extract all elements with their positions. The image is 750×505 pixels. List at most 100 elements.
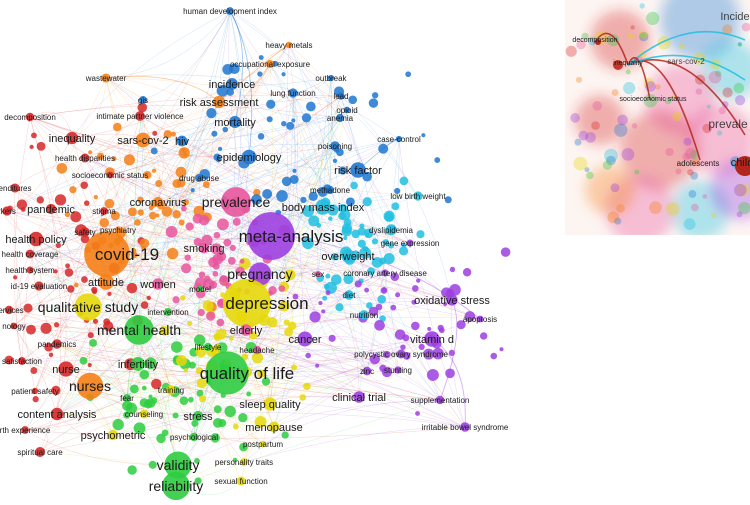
keyword-label[interactable]: safety: [74, 228, 95, 237]
keyword-label[interactable]: risk assessment: [180, 97, 259, 109]
keyword-label[interactable]: prevalence: [202, 194, 271, 210]
keyword-node[interactable]: [34, 281, 44, 291]
keyword-node[interactable]: [164, 451, 192, 479]
keyword-node[interactable]: [314, 270, 322, 278]
keyword-label[interactable]: methadone: [310, 186, 351, 195]
keyword-label[interactable]: sex: [312, 270, 324, 279]
keyword-node[interactable]: [240, 324, 252, 336]
keyword-node[interactable]: [28, 231, 44, 247]
keyword-label[interactable]: lung function: [270, 89, 315, 98]
keyword-label[interactable]: counseling: [125, 410, 163, 419]
keyword-node[interactable]: [80, 227, 90, 237]
keyword-node[interactable]: [192, 410, 204, 422]
keyword-label[interactable]: human development index: [183, 7, 277, 16]
keyword-label[interactable]: gis: [138, 96, 148, 105]
keyword-node[interactable]: [228, 115, 242, 129]
keyword-node[interactable]: [45, 203, 57, 215]
keyword-node[interactable]: [198, 242, 210, 254]
keyword-label[interactable]: drug abuse: [179, 174, 220, 183]
keyword-label[interactable]: overweight: [321, 251, 374, 263]
keyword-label[interactable]: covid-19: [95, 245, 159, 264]
keyword-label[interactable]: intimate partner violence: [96, 112, 184, 121]
keyword-node[interactable]: [203, 342, 213, 352]
keyword-node[interactable]: [65, 131, 79, 145]
keyword-label[interactable]: lifestyle: [195, 343, 222, 352]
keyword-node[interactable]: [413, 191, 423, 201]
keyword-label[interactable]: clinical trial: [332, 392, 386, 404]
keyword-label[interactable]: model: [189, 285, 211, 294]
keyword-node[interactable]: [152, 278, 164, 290]
keyword-label[interactable]: sexual function: [214, 477, 267, 486]
keyword-node[interactable]: [163, 307, 173, 317]
keyword-node[interactable]: [394, 366, 402, 374]
keyword-node[interactable]: [337, 92, 345, 100]
keyword-label[interactable]: quality of life: [200, 364, 295, 383]
keyword-node[interactable]: [25, 112, 35, 122]
keyword-node[interactable]: [52, 339, 62, 349]
keyword-node[interactable]: [268, 421, 280, 433]
keyword-node[interactable]: [84, 231, 130, 277]
keyword-node[interactable]: [335, 113, 345, 123]
keyword-node[interactable]: [221, 187, 251, 217]
keyword-label[interactable]: hiv: [175, 136, 190, 148]
keyword-node[interactable]: [135, 132, 151, 148]
keyword-label[interactable]: health coverage: [2, 250, 59, 259]
keyword-label[interactable]: cancer: [288, 334, 321, 346]
keyword-label[interactable]: attitude: [88, 277, 124, 289]
keyword-label[interactable]: pandemic: [27, 204, 75, 216]
keyword-label[interactable]: intervention: [147, 308, 188, 317]
keyword-node[interactable]: [166, 385, 176, 395]
keyword-label[interactable]: qualitative study: [38, 299, 138, 315]
keyword-node[interactable]: [259, 440, 267, 448]
keyword-node[interactable]: [435, 395, 445, 405]
keyword-node[interactable]: [341, 249, 355, 263]
keyword-label[interactable]: spiritual care: [17, 448, 63, 457]
keyword-label[interactable]: inequality: [49, 133, 96, 145]
keyword-label[interactable]: opioid: [336, 106, 357, 115]
keyword-node[interactable]: [240, 458, 248, 466]
keyword-label[interactable]: depression: [225, 294, 308, 313]
keyword-node[interactable]: [344, 290, 354, 300]
keyword-node[interactable]: [315, 199, 331, 215]
keyword-node[interactable]: [424, 331, 440, 347]
keyword-label[interactable]: enditures: [0, 184, 31, 193]
keyword-node[interactable]: [325, 185, 335, 195]
keyword-label[interactable]: coronavirus: [130, 197, 187, 209]
keyword-label[interactable]: lead: [333, 92, 348, 101]
keyword-label[interactable]: postpartum: [243, 440, 283, 449]
keyword-label[interactable]: diet: [343, 291, 357, 300]
keyword-label[interactable]: body mass index: [282, 202, 365, 214]
keyword-node[interactable]: [350, 162, 366, 178]
keyword-label[interactable]: heavy metals: [265, 41, 312, 50]
keyword-label[interactable]: incidence: [209, 79, 255, 91]
keyword-node[interactable]: [381, 269, 389, 277]
keyword-label[interactable]: epidemiology: [217, 152, 282, 164]
keyword-node[interactable]: [176, 135, 188, 147]
keyword-label[interactable]: health disparities: [55, 154, 115, 163]
keyword-node[interactable]: [343, 106, 351, 114]
keyword-label[interactable]: zinc: [360, 367, 374, 376]
keyword-label[interactable]: coronary artery disease: [343, 269, 427, 278]
keyword-label[interactable]: personality traits: [215, 458, 273, 467]
keyword-label[interactable]: elderly: [230, 325, 263, 337]
keyword-label[interactable]: health policy: [5, 234, 67, 246]
keyword-node[interactable]: [460, 422, 470, 432]
keyword-node[interactable]: [124, 315, 154, 345]
keyword-node[interactable]: [4, 305, 14, 315]
keyword-node[interactable]: [212, 95, 226, 109]
keyword-node[interactable]: [241, 149, 257, 165]
keyword-label[interactable]: rkers: [0, 207, 16, 216]
keyword-node[interactable]: [359, 310, 369, 320]
keyword-node[interactable]: [107, 429, 119, 441]
keyword-label[interactable]: infertility: [118, 359, 159, 371]
keyword-label[interactable]: reliability: [149, 478, 203, 494]
keyword-label[interactable]: nology: [2, 322, 26, 331]
keyword-node[interactable]: [205, 351, 249, 395]
keyword-node[interactable]: [106, 171, 114, 179]
keyword-label[interactable]: vitamin d: [410, 334, 454, 346]
keyword-label[interactable]: nurses: [69, 378, 111, 394]
keyword-node[interactable]: [139, 409, 149, 419]
keyword-node[interactable]: [35, 447, 45, 457]
keyword-node[interactable]: [26, 266, 34, 274]
keyword-label[interactable]: sleep quality: [239, 399, 301, 411]
